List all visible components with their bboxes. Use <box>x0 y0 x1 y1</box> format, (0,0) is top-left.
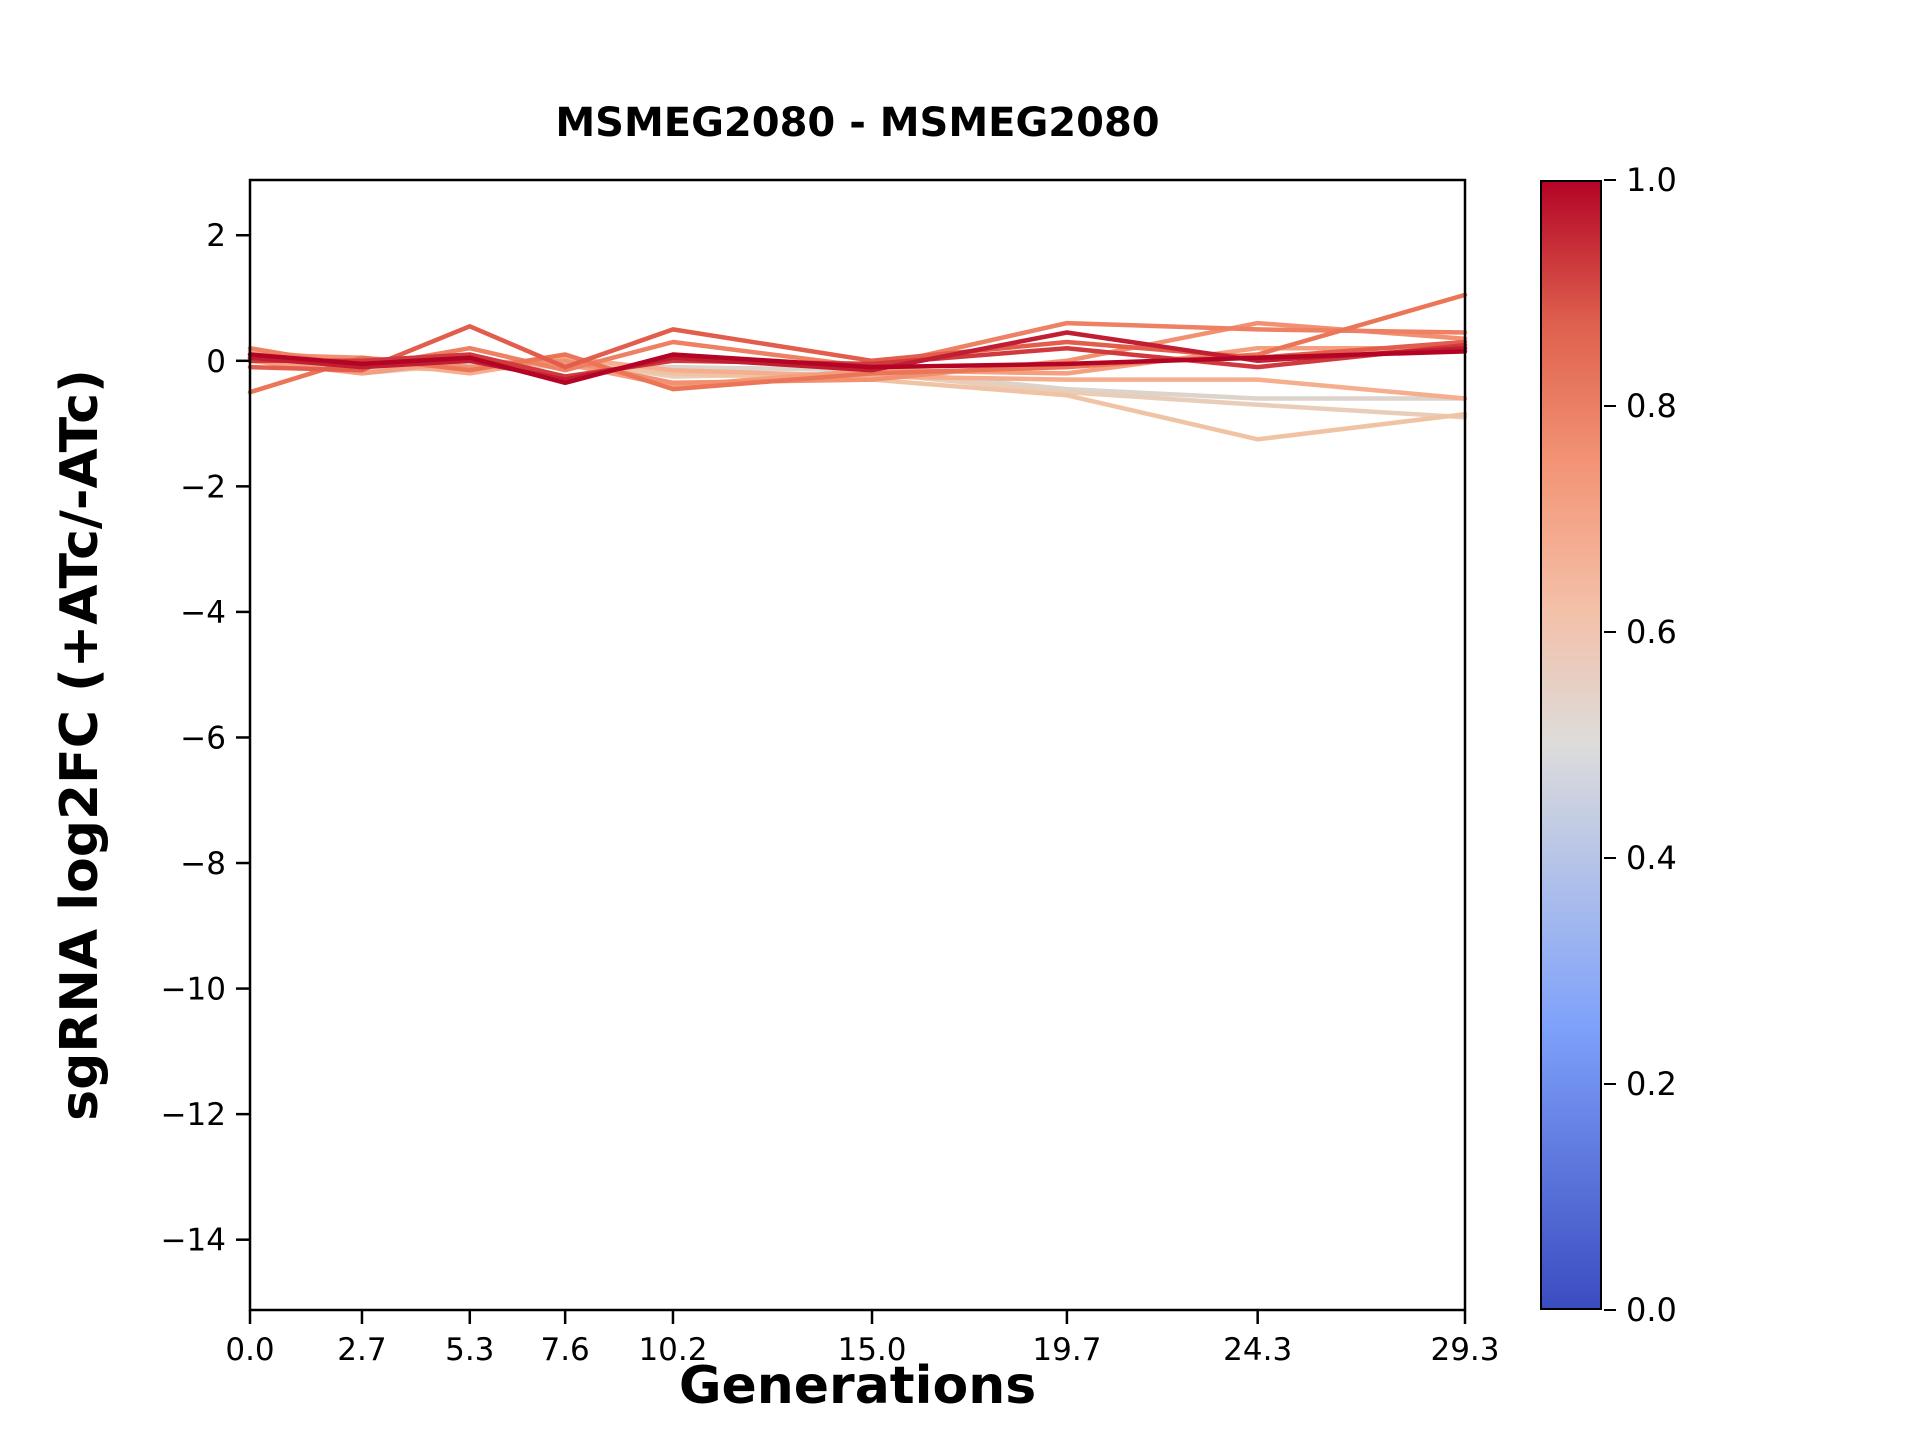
x-tick-label: 0.0 <box>225 1332 274 1368</box>
y-tick-label: 2 <box>206 218 226 254</box>
axes-box <box>248 178 1467 1312</box>
y-tick-label: −6 <box>180 720 226 756</box>
x-tick-label: 5.3 <box>445 1332 494 1368</box>
colorbar-tick-mark <box>1604 856 1616 860</box>
colorbar-tick-label: 0.8 <box>1626 387 1677 425</box>
colorbar-tick-label: 0.0 <box>1626 1291 1677 1329</box>
x-axis-label: Generations <box>678 1356 1037 1416</box>
x-tick-label: 10.2 <box>638 1332 707 1368</box>
series-line-11 <box>247 349 1468 386</box>
colorbar-tick-mark <box>1604 404 1616 408</box>
x-tick-label: 29.3 <box>1430 1332 1499 1368</box>
colorbar-tick-label: 0.2 <box>1626 1065 1677 1103</box>
y-tick-label: 0 <box>206 344 226 380</box>
colorbar-tick-mark <box>1604 178 1616 182</box>
colorbar <box>1540 180 1602 1310</box>
series-line-10 <box>247 330 1468 382</box>
colorbar-tick-label: 0.6 <box>1626 613 1677 651</box>
y-tick-label: −10 <box>161 972 226 1008</box>
y-tick-label: −4 <box>180 595 226 631</box>
colorbar-tick-label: 1.0 <box>1626 161 1677 199</box>
y-tick-label: −2 <box>180 469 226 505</box>
y-tick-label: −8 <box>180 846 226 882</box>
x-tick-label: 2.7 <box>337 1332 386 1368</box>
colorbar-tick-mark <box>1604 1308 1616 1312</box>
colorbar-tick-label: 0.4 <box>1626 839 1677 877</box>
y-tick-label: −14 <box>161 1223 226 1259</box>
x-tick-label: 7.6 <box>540 1332 589 1368</box>
x-tick-label: 19.7 <box>1032 1332 1101 1368</box>
x-tick-label: 24.3 <box>1223 1332 1292 1368</box>
colorbar-tick-mark <box>1604 1082 1616 1086</box>
colorbar-tick-mark <box>1604 630 1616 634</box>
x-tick-label: 15.0 <box>837 1332 906 1368</box>
chart-title: MSMEG2080 - MSMEG2080 <box>555 100 1160 146</box>
y-tick-label: −12 <box>161 1097 226 1133</box>
